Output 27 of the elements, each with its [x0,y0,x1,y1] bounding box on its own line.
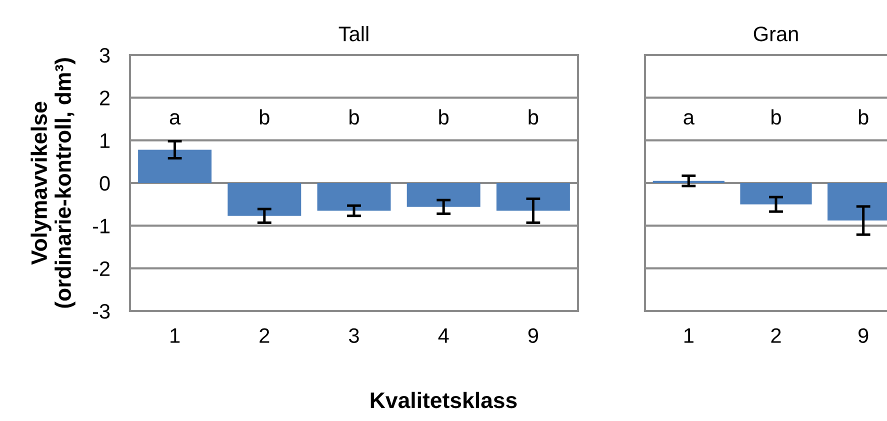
x-tick-label: 9 [858,328,868,343]
y-tick-label: -3 [92,304,110,319]
chart-title: Tall [338,26,368,42]
x-axis-title: Kvalitetsklass [370,392,517,408]
y-tick-label: -2 [92,261,110,276]
annotation: b [439,109,449,125]
y-tick-label: -1 [92,218,110,234]
annotation: b [772,109,781,125]
x-tick-label: 2 [771,328,781,343]
x-tick-label: 1 [170,328,180,343]
x-tick-label: 2 [260,328,270,343]
annotation: a [684,113,694,125]
annotation: b [858,109,868,125]
x-tick-label: 4 [438,328,449,343]
y-tick-label: 0 [100,176,110,191]
y-tick-label: 3 [100,48,110,63]
y-axis-title: Volymavvikelse (ordinarie-kontroll, dm³) [30,58,76,308]
chart-title: Gran [754,26,798,42]
annotation: b [528,109,538,125]
annotation: b [350,109,359,125]
x-tick-label: 3 [349,328,359,343]
y-tick-label: 1 [100,134,110,148]
annotation: a [170,113,181,125]
x-tick-label: 1 [684,328,694,343]
y-tick-label: 2 [100,90,110,106]
x-tick-label: 9 [528,328,538,343]
annotation: b [260,109,270,125]
